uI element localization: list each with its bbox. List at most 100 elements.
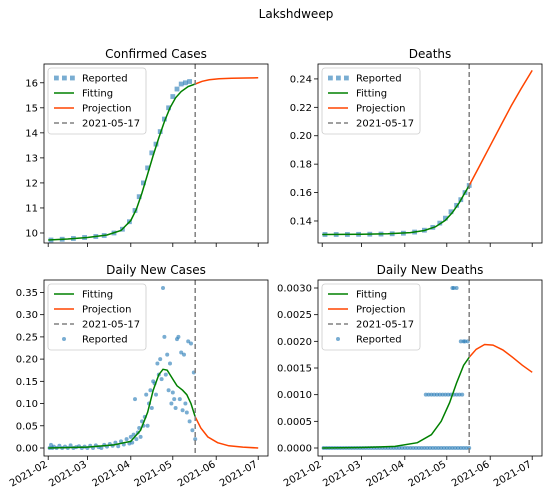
reported-point (186, 339, 191, 344)
reported-point (437, 392, 442, 397)
reported-point (430, 446, 435, 450)
reported-point (166, 105, 171, 111)
legend: Fitting Projection 2021-05-17 Reported (321, 283, 421, 351)
x-tick-label: 2021-05 (407, 459, 449, 489)
legend-label: Fitting (356, 290, 387, 301)
legend-box (47, 283, 147, 351)
plot-area (48, 64, 259, 243)
reported-point (435, 392, 439, 397)
y-tick-label: 0.20 (290, 131, 312, 142)
legend-label: Fitting (356, 89, 387, 100)
reported-point (457, 392, 462, 397)
x-tick-label: 2021-04 (365, 459, 407, 489)
y-tick-label: 0.14 (290, 216, 312, 227)
reported-point (433, 446, 438, 450)
reported-point (400, 446, 404, 450)
reported-point (447, 446, 452, 450)
projection-line (194, 77, 259, 85)
reported-point (134, 437, 139, 442)
reported-point (119, 439, 123, 444)
reported-point (179, 350, 184, 355)
reported-point (172, 397, 177, 402)
x-tick-label: 2021-07 (218, 459, 260, 489)
legend-marker (70, 75, 75, 81)
y-tick-label: 0.35 (16, 288, 38, 299)
legend-label: Projection (82, 104, 131, 115)
x-tick-label: 2021-04 (91, 459, 133, 489)
subplot-confirmed: Confirmed Cases 10 11 12 13 14 15 16 Reported Fit… (25, 47, 269, 247)
reported-point (425, 446, 430, 450)
projection-line (194, 416, 259, 449)
reported-point (397, 446, 402, 450)
y-tick-label: 0.20 (16, 355, 38, 366)
reported-point (176, 334, 181, 339)
subplot-title: Deaths (409, 47, 452, 61)
legend-label: Projection (356, 104, 405, 115)
fitting-line (48, 83, 196, 241)
reported-point (408, 446, 413, 450)
reported-point (454, 286, 459, 290)
x-tick-label: 2021-03 (47, 459, 89, 489)
reported-point (436, 446, 441, 450)
reported-point (463, 339, 467, 344)
reported-point (183, 80, 188, 86)
reported-point (443, 392, 448, 397)
x-tick-label: 2021-06 (450, 459, 492, 489)
reported-point (450, 446, 455, 450)
y-tick-label: 10 (25, 228, 38, 239)
reported-point (178, 81, 184, 87)
reported-point (183, 401, 188, 406)
reported-point (162, 116, 167, 122)
y-tick-label: 16 (25, 78, 38, 89)
legend-marker (328, 75, 333, 81)
reported-point (440, 392, 445, 397)
y-tick-label: 0.00 (16, 444, 38, 455)
reported-point (405, 446, 410, 450)
reported-point (428, 446, 432, 450)
reported-point (184, 410, 189, 415)
plot-area (322, 64, 533, 243)
reported-point (165, 352, 170, 357)
fitting-line (48, 368, 196, 449)
reported-point (411, 446, 416, 450)
subplot-daily-cases: Daily New Cases 0.00 0.05 0.10 0.15 0.20 0.25 0… (8, 263, 269, 489)
y-tick-label: 0.10 (16, 399, 38, 410)
y-tick-label: 0.0010 (277, 390, 312, 401)
legend-marker (336, 337, 340, 341)
legend-marker (62, 337, 66, 341)
reported-point (158, 357, 163, 362)
reported-point (187, 79, 192, 84)
reported-point (461, 446, 466, 450)
reported-point (170, 390, 175, 395)
legend-box (321, 283, 421, 351)
legend-label: 2021-05-17 (356, 119, 414, 130)
reported-point (177, 397, 182, 402)
subplot-deaths: Deaths 0.14 0.16 0.18 0.20 0.22 0.24 Reported Fi… (290, 47, 543, 247)
reported-point (145, 165, 150, 171)
y-tick-label: 0.0015 (277, 364, 312, 375)
reported-point (432, 392, 437, 397)
reported-point (453, 446, 458, 450)
reported-point (145, 423, 150, 428)
y-tick-label: 0.0000 (277, 444, 312, 455)
y-tick-label: 0.0005 (277, 417, 312, 428)
legend-marker (54, 75, 59, 81)
plot-area (47, 280, 259, 456)
subplot-title: Confirmed Cases (105, 47, 207, 61)
figure-title: Lakshdweep (259, 7, 334, 21)
y-tick-label: 0.0030 (277, 284, 312, 295)
x-tick-label: 2021-07 (492, 459, 534, 489)
y-tick-label: 0.0025 (277, 310, 312, 321)
reported-point (170, 94, 176, 99)
legend-box (321, 67, 421, 135)
reported-point (426, 392, 431, 397)
legend: Reported Fitting Projection 2021-05-17 (47, 67, 147, 135)
reported-point (182, 352, 186, 357)
reported-point (154, 392, 158, 397)
axes-frame (43, 63, 269, 244)
y-tick-label: 11 (25, 203, 38, 214)
y-tick-label: 0.05 (16, 421, 38, 432)
y-tick-label: 15 (25, 103, 38, 114)
reported-point (416, 446, 421, 450)
